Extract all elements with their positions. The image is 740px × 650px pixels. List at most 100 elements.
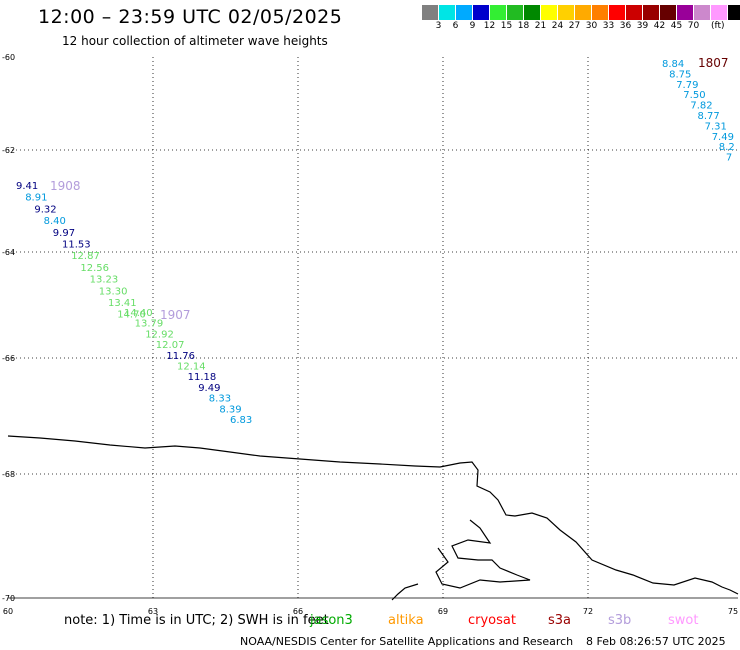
scale-swatch — [592, 5, 609, 20]
lon-label: 66 — [293, 607, 303, 616]
color-scale-legend — [422, 5, 740, 20]
wave-height-value: 7.31 — [705, 121, 727, 132]
track-id-label: 1907 — [160, 308, 191, 322]
scale-label: 6 — [452, 21, 459, 31]
wave-height-value: 12.87 — [71, 251, 100, 262]
ice-shelf-inlet — [435, 519, 531, 589]
wave-height-value: 8.33 — [209, 394, 231, 405]
wave-height-value: 8.84 — [662, 59, 684, 70]
wave-height-value: 7.50 — [683, 90, 705, 101]
scale-label: 12 — [483, 21, 496, 31]
wave-height-value: 14.70 — [117, 310, 146, 321]
wave-height-value: 11.53 — [62, 240, 91, 251]
footer-credit: NOAA/NESDIS Center for Satellite Applica… — [240, 635, 574, 648]
scale-label: 3 — [435, 21, 442, 31]
map-subtitle: 12 hour collection of altimeter wave hei… — [62, 34, 328, 48]
scale-swatch — [728, 5, 740, 20]
color-scale-labels: 3 6 9 12 15 18 21 24 27 30 33 36 39 42 45 70 — [422, 21, 702, 31]
wave-height-value: 9.41 — [16, 181, 38, 192]
wave-height-value: 12.14 — [177, 362, 206, 373]
wave-height-value: 8.91 — [25, 193, 47, 204]
map-title: 12:00 – 23:59 UTC 02/05/2025 — [38, 6, 343, 28]
scale-label: 42 — [653, 21, 666, 31]
scale-swatch — [558, 5, 575, 20]
wave-height-value: 9.32 — [34, 204, 56, 215]
wave-height-value: 14.40 — [124, 308, 153, 319]
scale-swatch — [626, 5, 643, 20]
scale-label: 27 — [568, 21, 581, 31]
scale-label: 9 — [469, 21, 476, 31]
wave-height-value: 6.83 — [230, 415, 252, 426]
wave-height-value: 11.18 — [188, 372, 217, 383]
satellite-name: jason3 — [310, 613, 353, 628]
wave-height-value: 7.49 — [712, 132, 734, 143]
scale-swatch — [456, 5, 473, 20]
wave-height-value: 12.92 — [145, 329, 174, 340]
scale-swatch — [524, 5, 541, 20]
wave-height-value: 8.39 — [219, 404, 241, 415]
scale-label: 36 — [619, 21, 632, 31]
scale-swatch — [660, 5, 677, 20]
scale-swatch — [422, 5, 439, 20]
footer-timestamp: 8 Feb 08:26:57 UTC 2025 — [586, 635, 726, 648]
wave-height-value: 12.07 — [156, 340, 185, 351]
scale-swatch — [490, 5, 507, 20]
scale-swatch — [575, 5, 592, 20]
wave-height-value: 7.82 — [690, 101, 712, 112]
wave-height-value: 7 — [726, 153, 732, 164]
scale-swatch — [694, 5, 711, 20]
track-id-label: 1807 — [698, 56, 729, 70]
scale-swatch — [541, 5, 558, 20]
wave-height-value: 13.30 — [99, 286, 128, 297]
satellite-name: s3a — [548, 613, 572, 628]
satellite-name: altika — [388, 613, 424, 628]
lon-label: 63 — [148, 607, 158, 616]
scale-label: 24 — [551, 21, 564, 31]
scale-label: 33 — [602, 21, 615, 31]
wave-height-value: 13.23 — [90, 275, 119, 286]
scale-swatch — [677, 5, 694, 20]
wave-height-value: 9.49 — [198, 383, 220, 394]
footer-note: note: 1) Time is in UTC; 2) SWH is in fe… — [64, 613, 329, 628]
wave-height-value: 12.56 — [80, 263, 109, 274]
wave-height-value: 8.2 — [719, 142, 735, 153]
scale-label: 39 — [636, 21, 649, 31]
scale-label: 70 — [687, 21, 700, 31]
wave-height-value: 11.76 — [166, 351, 195, 362]
lat-label: -64 — [2, 248, 15, 257]
satellite-name: swot — [668, 613, 699, 628]
scale-swatch — [439, 5, 456, 20]
scale-label: 18 — [517, 21, 530, 31]
wave-height-value: 13.79 — [135, 319, 164, 330]
lat-label: -66 — [2, 354, 15, 363]
scale-swatch — [507, 5, 524, 20]
wave-height-value: 7.79 — [676, 80, 698, 91]
wave-height-value: 8.77 — [698, 111, 720, 122]
satellite-name: cryosat — [468, 613, 516, 628]
scale-label: 30 — [585, 21, 598, 31]
satellite-name: s3b — [608, 613, 632, 628]
track-id-label: 1908 — [50, 179, 81, 193]
lat-label: -70 — [2, 594, 15, 603]
antarctic-coastline-west — [7, 435, 739, 595]
lon-label: 72 — [583, 607, 593, 616]
grid-lines: -60 -62 -64 -66 -68 -70 60 63 66 69 72 75 — [2, 53, 738, 616]
scale-swatch — [711, 5, 728, 20]
lon-label: 75 — [728, 607, 738, 616]
scale-label: 45 — [670, 21, 683, 31]
lat-label: -62 — [2, 146, 15, 155]
lon-label: 60 — [3, 607, 13, 616]
altimeter-tracks: 19089.418.919.328.409.9711.5312.8712.561… — [16, 56, 735, 426]
scale-swatch — [609, 5, 626, 20]
wave-height-value: 13.41 — [108, 298, 137, 309]
scale-swatch — [473, 5, 490, 20]
coastline-lower — [391, 583, 419, 601]
scale-unit: (ft) — [711, 21, 725, 31]
wave-height-value: 9.97 — [53, 228, 75, 239]
scale-label: 15 — [500, 21, 513, 31]
lat-label: -60 — [2, 53, 15, 62]
lon-label: 69 — [438, 607, 448, 616]
scale-swatch — [643, 5, 660, 20]
coastline — [7, 435, 739, 601]
